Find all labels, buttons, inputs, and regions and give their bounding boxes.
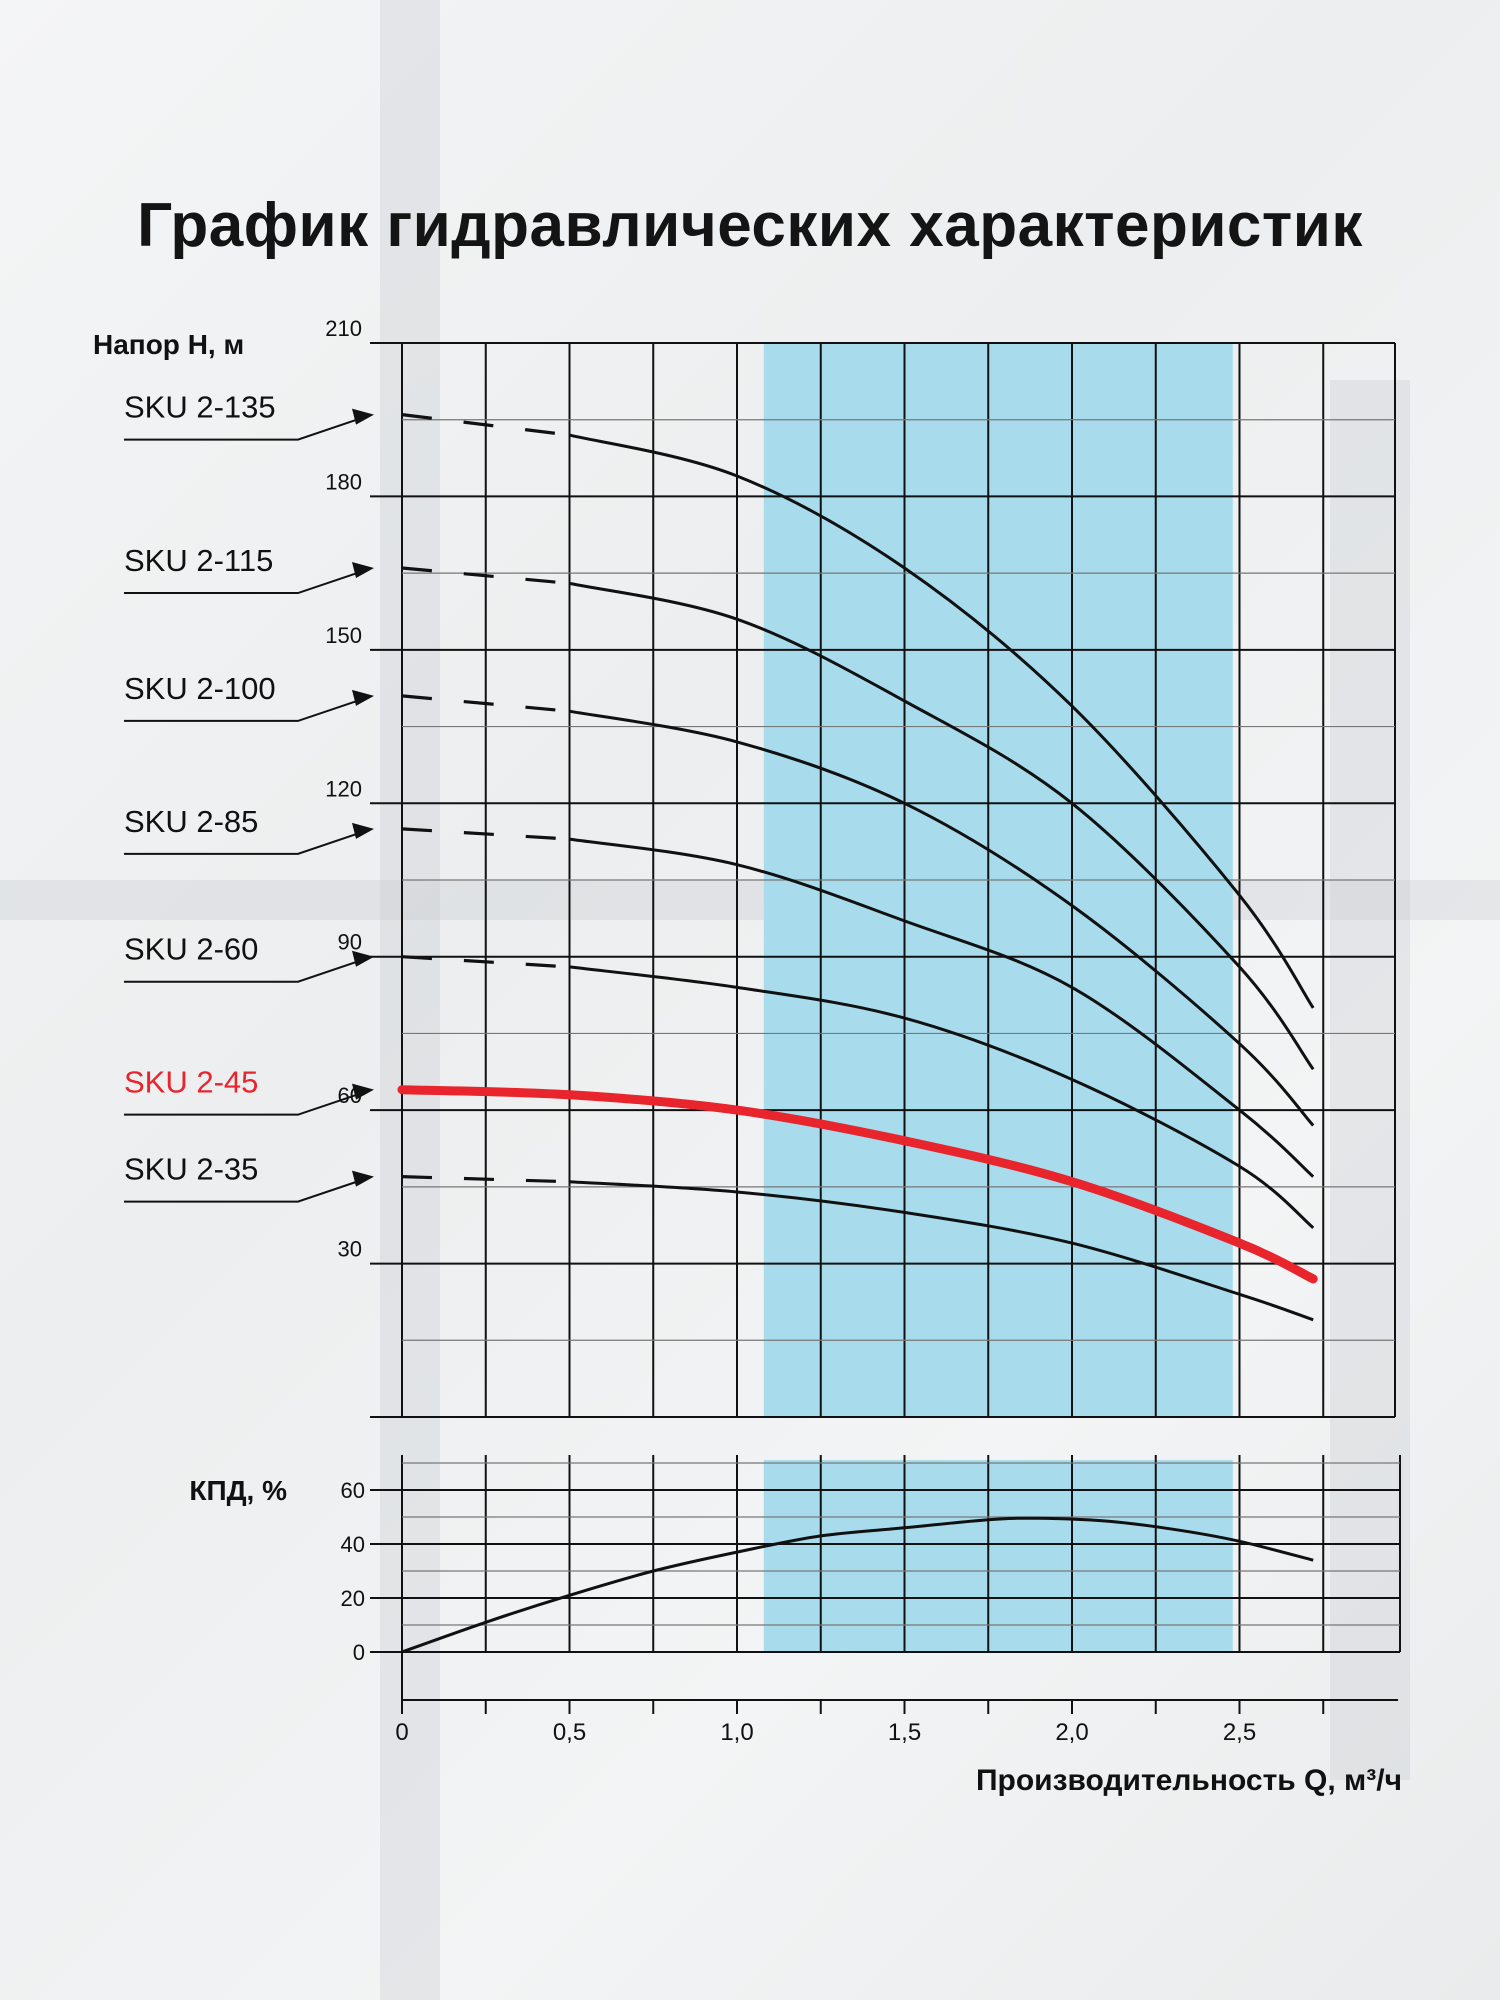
series-arrow-sku-2-85 [124, 829, 367, 855]
background-pipe [1330, 380, 1410, 1780]
series-dashed-sku-2-35 [401, 1175, 570, 1184]
series-label-sku-2-85: SKU 2-85 [124, 804, 258, 839]
series-line-sku-2-35 [569, 1180, 1314, 1322]
series-label-sku-2-100: SKU 2-100 [124, 671, 276, 706]
series-dashed-sku-2-135 [401, 413, 570, 437]
y-axis-title-efficiency: КПД, % [189, 1475, 287, 1506]
y-tick-label: 60 [341, 1478, 365, 1503]
series-label-sku-2-35: SKU 2-35 [124, 1152, 258, 1187]
y-tick-label: 210 [325, 316, 362, 341]
y-tick-label: 20 [341, 1586, 365, 1611]
y-tick-label: 30 [338, 1237, 362, 1262]
arrow-head-icon [352, 408, 374, 425]
series-line-sku-2-85 [569, 837, 1315, 1178]
series-dashed-sku-2-85 [401, 827, 570, 841]
x-tick-label: 0 [395, 1719, 408, 1746]
series-label-sku-2-60: SKU 2-60 [124, 932, 258, 967]
y-tick-label: 150 [325, 623, 362, 648]
y-tick-label: 0 [353, 1640, 365, 1665]
arrow-head-icon [352, 689, 374, 706]
y-tick-label: 90 [338, 930, 362, 955]
arrow-head-icon [352, 950, 374, 967]
background-pipe [380, 0, 440, 2000]
y-tick-label: 180 [325, 469, 362, 494]
series-label-sku-2-135: SKU 2-135 [124, 390, 276, 425]
background-pipe [0, 880, 1500, 920]
series-dashed-sku-2-115 [401, 566, 570, 585]
arrow-head-icon [352, 822, 374, 839]
arrow-head-icon [352, 562, 374, 579]
series-line-sku-2-115 [569, 581, 1315, 1071]
y-tick-label: 120 [325, 776, 362, 801]
series-line-sku-2-60 [569, 965, 1315, 1229]
y-tick-label: 40 [341, 1532, 365, 1557]
series-arrow-sku-2-135 [124, 415, 367, 441]
series-dashed-sku-2-100 [401, 694, 570, 713]
x-tick-label: 0,5 [553, 1719, 586, 1746]
arrow-head-icon [352, 1170, 374, 1187]
series-line-sku-2-135 [569, 433, 1315, 1009]
x-tick-label: 2,5 [1223, 1719, 1256, 1746]
series-arrow-sku-2-100 [124, 696, 367, 722]
series-arrow-sku-2-45 [124, 1090, 367, 1116]
series-dashed-sku-2-60 [401, 955, 570, 969]
series-line-efficiency [401, 1516, 1314, 1654]
x-tick-label: 2,0 [1055, 1719, 1088, 1746]
arrow-head-icon [352, 1083, 374, 1100]
x-tick-label: 1,5 [888, 1719, 921, 1746]
x-axis-title: Производительность Q, м³/ч [976, 1764, 1402, 1797]
series-arrow-sku-2-60 [124, 957, 367, 983]
recommended-range-band [763, 1460, 1233, 1652]
series-line-sku-2-45 [397, 1085, 1318, 1284]
series-arrow-sku-2-115 [124, 569, 367, 595]
y-axis-title-head: Напор H, м [93, 329, 244, 360]
series-label-sku-2-45: SKU 2-45 [124, 1065, 258, 1100]
series-arrow-sku-2-35 [124, 1177, 367, 1203]
series-label-sku-2-115: SKU 2-115 [124, 543, 273, 578]
x-tick-label: 1,0 [720, 1719, 753, 1746]
page-title: График гидравлических характеристик [137, 191, 1363, 260]
series-line-sku-2-100 [569, 709, 1315, 1127]
